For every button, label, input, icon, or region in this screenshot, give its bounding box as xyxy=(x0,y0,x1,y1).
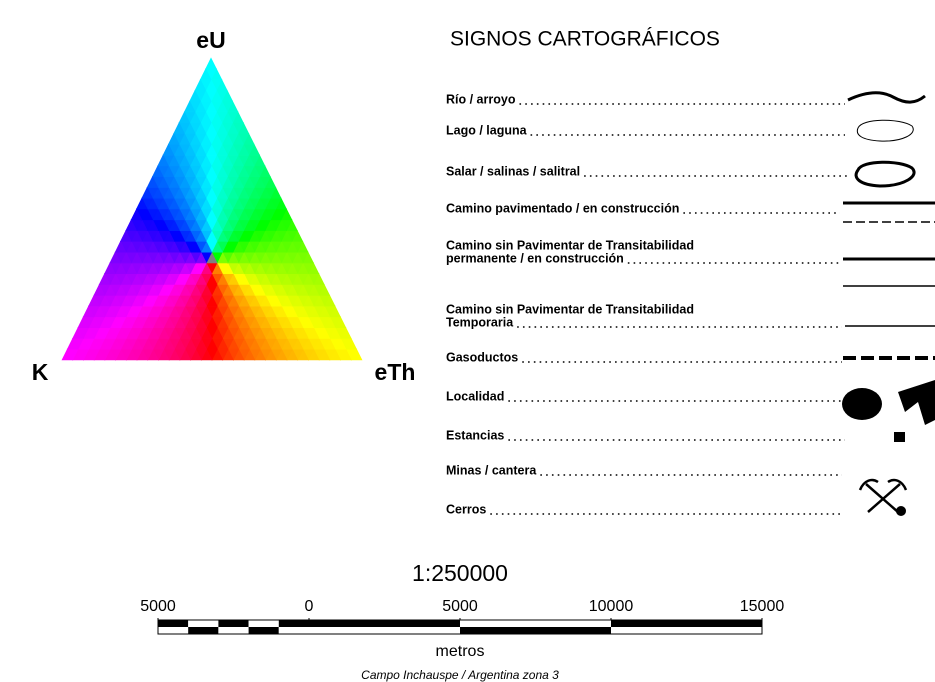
ranch-symbol xyxy=(898,380,935,425)
legend-items: Río / arroyo Lago / laguna Salar / salinas… xyxy=(446,92,848,516)
mine-symbol xyxy=(858,478,908,516)
color-cell xyxy=(72,326,84,339)
legend-label: Localidad xyxy=(446,389,504,403)
legend-title: SIGNOS CARTOGRÁFICOS xyxy=(450,28,720,51)
legend-label: Camino sin Pavimentar de Transitabilidad xyxy=(446,302,694,316)
scale-bar: 5000 0 5000 10000 15000 xyxy=(140,598,785,635)
scale-tick-label: 5000 xyxy=(140,598,176,615)
bar-segment xyxy=(248,627,279,634)
color-cell xyxy=(167,132,180,145)
color-cell xyxy=(93,283,106,296)
bar-segment xyxy=(309,627,460,634)
legend-label: Lago / laguna xyxy=(446,123,528,137)
datum: Campo Inchauspe / Argentina zona 3 xyxy=(361,668,559,682)
bar-segment xyxy=(611,627,762,634)
color-cell xyxy=(146,175,159,188)
scale-tick-label: 0 xyxy=(305,598,314,615)
corner-label: K xyxy=(32,359,49,385)
color-cell xyxy=(194,78,207,91)
legend-label: Río / arroyo xyxy=(446,92,516,106)
color-cell xyxy=(199,68,212,80)
river-symbol xyxy=(847,91,926,104)
ranch-symbol xyxy=(894,432,905,442)
color-cell xyxy=(104,262,116,275)
color-cell xyxy=(130,208,143,221)
salt-flat-symbol xyxy=(854,160,916,188)
color-cell xyxy=(61,348,74,361)
color-cell xyxy=(173,122,185,134)
legend-label: Camino sin Pavimentar de Transitabilidad xyxy=(446,238,694,252)
bar-segment xyxy=(460,627,611,634)
color-cell xyxy=(114,240,127,253)
scale-unit: metros xyxy=(436,643,485,660)
bar-segment xyxy=(278,620,309,627)
bar-segment xyxy=(158,620,189,627)
color-cell xyxy=(82,305,95,318)
locality-symbol xyxy=(842,388,882,420)
bar-segment xyxy=(309,620,460,627)
bar-segment xyxy=(460,620,611,627)
corner-label: eTh xyxy=(375,359,416,385)
ternary-triangle xyxy=(61,57,363,361)
legend-label: Minas / cantera xyxy=(446,463,537,477)
bar-segment xyxy=(248,620,279,627)
color-cell xyxy=(157,154,169,167)
color-cell xyxy=(151,165,164,177)
color-cell xyxy=(88,294,100,307)
color-cell xyxy=(189,89,201,102)
scale-tick-label: 5000 xyxy=(442,598,478,615)
color-cell xyxy=(141,186,154,199)
color-cell xyxy=(98,273,111,285)
legend-label: permanente / en construcción xyxy=(446,251,624,265)
color-cell xyxy=(136,197,148,210)
legend-label: Cerros xyxy=(446,502,486,516)
scale-ratio: 1:250000 xyxy=(412,560,508,586)
color-cell xyxy=(178,111,191,124)
bar-segment xyxy=(158,627,189,634)
legend-label: Salar / salinas / salitral xyxy=(446,164,580,178)
bar-segment xyxy=(188,620,219,627)
color-cell xyxy=(66,337,79,350)
legend-label: Estancias xyxy=(446,428,504,442)
bar-segment xyxy=(278,627,309,634)
legend-label: Gasoductos xyxy=(446,350,518,364)
color-cell xyxy=(109,251,122,264)
scale-tick-label: 10000 xyxy=(589,598,634,615)
color-cell xyxy=(205,57,217,70)
color-cell xyxy=(77,316,90,328)
lake-symbol xyxy=(856,119,914,142)
bar-segment xyxy=(218,620,249,627)
bar-segment xyxy=(611,620,762,627)
legend-label: Camino pavimentado / en construcción xyxy=(446,201,679,215)
color-cell xyxy=(125,219,138,231)
legend-label: Temporaria xyxy=(446,315,514,329)
bar-segment xyxy=(188,627,219,634)
color-cell xyxy=(162,143,175,156)
color-cell xyxy=(120,229,132,242)
scale-tick-label: 15000 xyxy=(740,598,785,615)
symbols xyxy=(842,91,935,516)
color-cell xyxy=(183,100,196,113)
corner-label: eU xyxy=(196,27,225,53)
bar-segment xyxy=(218,627,249,634)
